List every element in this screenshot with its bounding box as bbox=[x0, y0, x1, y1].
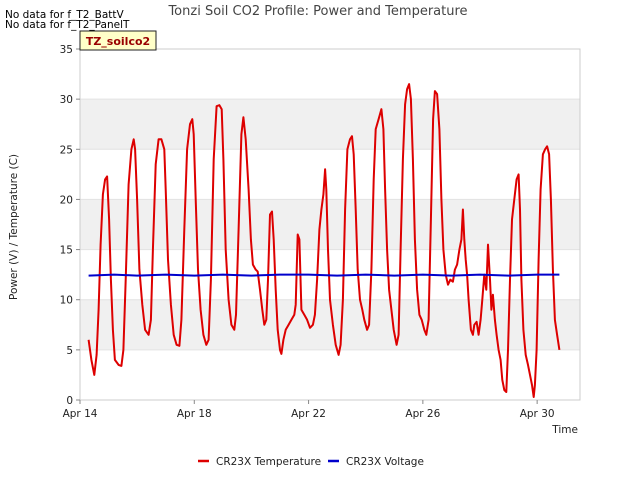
no-data-note-1: No data for f_T2_BattV bbox=[5, 9, 124, 21]
y-tick-label: 10 bbox=[60, 295, 73, 307]
series-line-0 bbox=[87, 83, 561, 398]
y-tick-label: 5 bbox=[66, 345, 73, 357]
legend-label: CR23X Temperature bbox=[216, 456, 321, 468]
y-tick-label: 35 bbox=[60, 44, 73, 56]
series-layer bbox=[87, 83, 561, 398]
x-tick-label: Apr 14 bbox=[63, 408, 98, 420]
y-tick-label: 15 bbox=[60, 245, 73, 257]
grid-band bbox=[80, 99, 580, 150]
badge-box bbox=[79, 30, 157, 51]
x-axis-label: Time bbox=[551, 424, 578, 436]
x-tick-label: Apr 26 bbox=[405, 408, 440, 420]
y-axis-ticks: 0 5 10 15 20 25 30 35 bbox=[60, 44, 80, 407]
x-tick-label: Apr 30 bbox=[520, 408, 555, 420]
y-tick-label: 0 bbox=[66, 395, 73, 407]
plot-frame bbox=[79, 48, 581, 401]
badge: TZ_soilco2 bbox=[79, 30, 157, 51]
grid-band bbox=[80, 199, 580, 250]
series-line-1 bbox=[88, 273, 560, 277]
y-axis-label: Power (V) / Temperature (C) bbox=[8, 154, 20, 300]
badge-label: TZ_soilco2 bbox=[86, 35, 150, 48]
y-tick-label: 25 bbox=[60, 144, 73, 156]
chart-title: Tonzi Soil CO2 Profile: Power and Temper… bbox=[167, 4, 467, 19]
legend-label: CR23X Voltage bbox=[346, 456, 424, 468]
no-data-note-2: No data for f_T2_PanelT bbox=[5, 19, 130, 31]
y-tick-label: 30 bbox=[60, 94, 73, 106]
legend: CR23X Temperature CR23X Voltage bbox=[198, 456, 424, 468]
x-tick-label: Apr 22 bbox=[291, 408, 326, 420]
grid-bands bbox=[80, 48, 580, 401]
y-tick-label: 20 bbox=[60, 194, 73, 206]
x-tick-label: Apr 18 bbox=[177, 408, 212, 420]
x-axis-ticks: Apr 14 Apr 18 Apr 22 Apr 26 Apr 30 bbox=[63, 400, 555, 420]
